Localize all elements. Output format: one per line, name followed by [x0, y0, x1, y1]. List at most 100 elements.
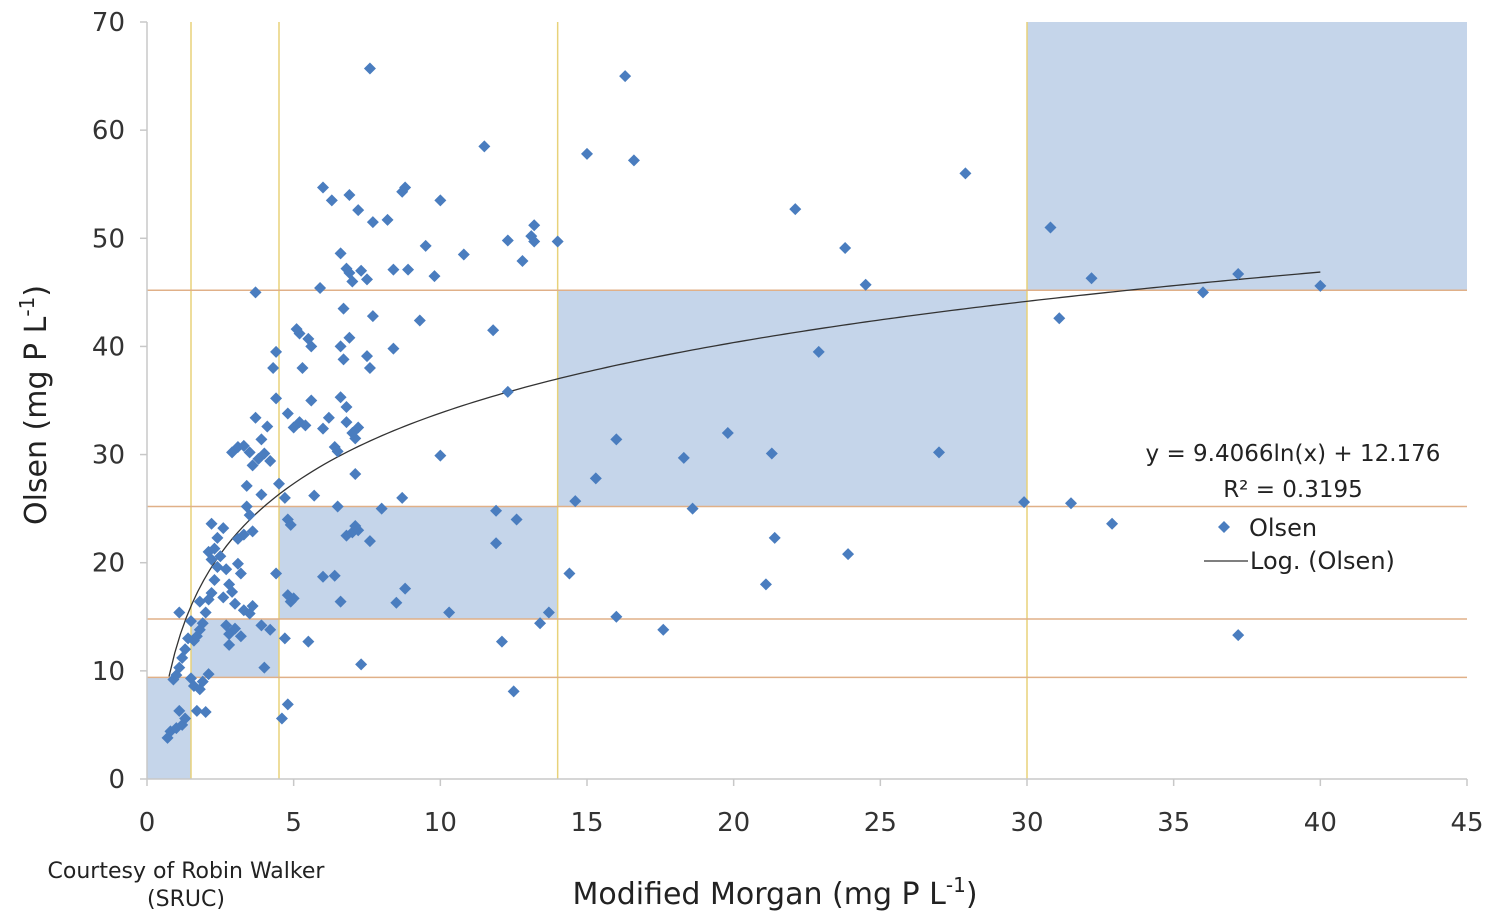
- data-point-191: [789, 203, 802, 216]
- y-tick-label-50: 50: [92, 224, 125, 254]
- data-point-15: [173, 606, 186, 619]
- x-tick-label-45: 45: [1450, 808, 1483, 838]
- legend-label-log: Log. (Olsen): [1250, 547, 1395, 575]
- data-point-172: [528, 235, 541, 248]
- data-point-9: [173, 661, 186, 674]
- data-point-164: [495, 635, 508, 648]
- data-point-171: [528, 219, 541, 232]
- data-point-48: [223, 638, 236, 651]
- data-point-121: [352, 524, 365, 537]
- data-point-134: [334, 595, 347, 608]
- data-point-160: [478, 140, 491, 153]
- data-point-147: [402, 263, 415, 276]
- data-point-69: [249, 411, 262, 424]
- credit-line-2: (SRUC): [147, 887, 225, 912]
- data-point-112: [334, 340, 347, 353]
- data-point-163: [490, 537, 503, 550]
- data-point-135: [317, 570, 329, 583]
- data-point-85: [287, 592, 300, 605]
- data-point-150: [396, 491, 409, 504]
- data-point-108: [331, 445, 344, 458]
- data-point-142: [363, 62, 376, 75]
- data-point-89: [302, 635, 315, 648]
- data-point-131: [361, 350, 373, 363]
- data-point-198: [1018, 496, 1031, 509]
- data-point-203: [1106, 517, 1119, 530]
- data-point-189: [765, 447, 778, 460]
- data-point-29: [205, 586, 218, 599]
- image-credit: Courtesy of Robin Walker (SRUC): [6, 858, 366, 914]
- data-point-43: [229, 597, 241, 610]
- data-point-87: [275, 712, 288, 725]
- data-point-113: [343, 331, 356, 344]
- data-point-93: [299, 419, 312, 432]
- data-point-103: [317, 181, 329, 194]
- data-point-192: [812, 345, 825, 358]
- data-point-205: [1232, 267, 1245, 280]
- x-tick-label-10: 10: [424, 808, 457, 838]
- data-point-73: [264, 455, 277, 468]
- data-point-129: [361, 273, 373, 286]
- data-point-145: [399, 181, 412, 194]
- y-tick-label-20: 20: [92, 549, 125, 579]
- data-point-148: [387, 342, 400, 355]
- data-point-176: [563, 567, 576, 580]
- data-point-202: [1085, 272, 1098, 285]
- data-point-110: [340, 400, 353, 413]
- x-tick-label-20: 20: [717, 808, 750, 838]
- data-point-132: [363, 362, 376, 375]
- data-point-195: [859, 278, 872, 291]
- data-point-68: [255, 488, 268, 501]
- y-axis-title: Olsen (mg P L-1): [15, 285, 54, 525]
- data-point-5: [179, 712, 192, 725]
- data-point-162: [490, 504, 503, 517]
- data-point-78: [249, 286, 262, 299]
- data-point-104: [325, 194, 338, 207]
- data-point-79: [273, 477, 285, 490]
- data-point-49: [231, 557, 244, 570]
- data-point-72: [258, 447, 271, 460]
- data-point-126: [346, 275, 359, 288]
- data-point-149: [375, 502, 388, 515]
- data-point-177: [569, 495, 582, 508]
- y-tick-label-0: 0: [108, 765, 125, 795]
- data-points: [161, 62, 1327, 744]
- data-point-18: [196, 675, 209, 688]
- data-point-122: [331, 500, 344, 513]
- data-point-137: [355, 658, 368, 671]
- data-point-199: [1044, 221, 1057, 234]
- data-point-35: [214, 550, 227, 563]
- data-point-39: [220, 563, 233, 576]
- data-point-41: [217, 591, 230, 604]
- legend: Olsen Log. (Olsen): [1204, 514, 1395, 575]
- data-point-75: [270, 392, 283, 405]
- data-point-175: [551, 235, 564, 248]
- tick-labels: 0 10 20 30 40 50 60 70 0 5 10 15 20 25 30 35 40 45: [92, 8, 1484, 838]
- data-point-21: [199, 705, 212, 718]
- data-point-158: [443, 606, 456, 619]
- data-point-114: [340, 416, 353, 429]
- data-point-54: [243, 509, 256, 522]
- credit-line-1: Courtesy of Robin Walker: [47, 859, 325, 884]
- data-point-146: [387, 263, 400, 276]
- data-point-76: [267, 362, 280, 375]
- data-point-88: [281, 698, 294, 711]
- data-point-130: [366, 310, 379, 323]
- y-tick-label-30: 30: [92, 441, 125, 471]
- data-point-31: [211, 561, 224, 574]
- data-point-77: [270, 345, 283, 358]
- data-point-47: [234, 630, 247, 643]
- data-point-141: [366, 216, 379, 229]
- data-point-19: [202, 668, 215, 681]
- data-point-133: [349, 468, 362, 481]
- data-point-71: [255, 433, 268, 446]
- data-point-97: [302, 332, 315, 345]
- data-point-20: [190, 704, 203, 717]
- x-tick-label-35: 35: [1157, 808, 1190, 838]
- data-point-155: [413, 314, 426, 327]
- y-tick-label-60: 60: [92, 116, 125, 146]
- x-tick-label-25: 25: [864, 808, 897, 838]
- data-point-52: [231, 532, 244, 545]
- data-point-168: [510, 513, 523, 526]
- x-axis-title: Modified Morgan (mg P L-1): [572, 873, 977, 912]
